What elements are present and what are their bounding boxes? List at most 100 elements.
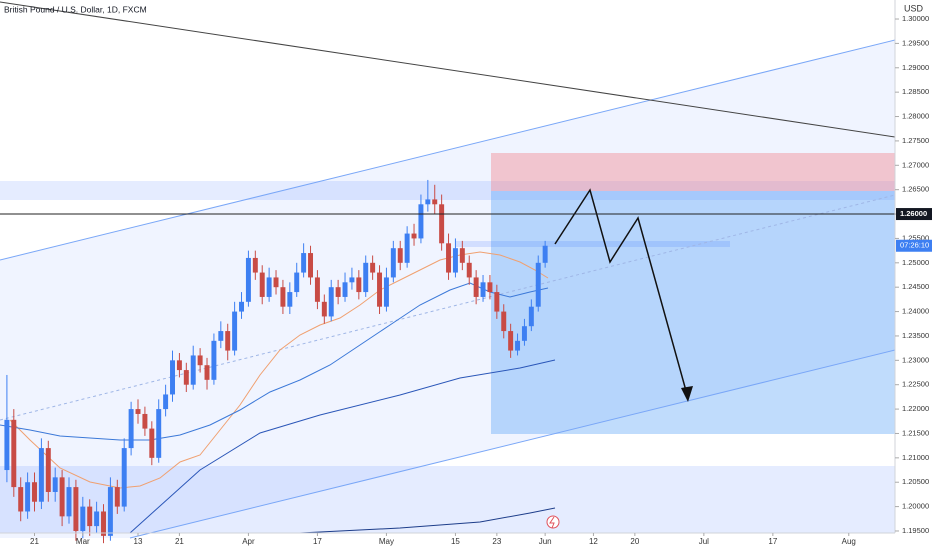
candle-body (280, 287, 286, 307)
candle-body (252, 257, 258, 273)
x-tick-label: Aug (842, 537, 856, 546)
y-tick-label: 1.20500 (902, 477, 929, 486)
candle-body (487, 282, 493, 293)
channel-mid (0, 194, 896, 421)
candle-body (94, 511, 100, 527)
y-tick-label: 1.26500 (902, 185, 929, 194)
candle-body (342, 282, 348, 297)
countdown-label: 07:26:10 (900, 241, 929, 250)
x-tick-label: 23 (492, 537, 501, 546)
y-tick-label: 1.23500 (902, 331, 929, 340)
candle-body (425, 199, 431, 205)
y-tick-label: 1.20000 (902, 502, 929, 511)
candle-body (494, 292, 500, 312)
marks (0, 179, 895, 544)
countdown-bg (896, 239, 932, 252)
target-zone (491, 191, 895, 434)
candle-body (390, 248, 396, 278)
candle-body (163, 394, 169, 410)
y-tick-label: 1.25000 (902, 258, 929, 267)
x-tick-label: May (379, 537, 394, 546)
x-tick-label: 17 (768, 537, 777, 546)
candle-body (190, 355, 196, 385)
candle-body (218, 331, 224, 341)
candle-body (11, 419, 17, 488)
candle-body (377, 272, 383, 307)
moving-average (129, 359, 556, 534)
candle-body (142, 413, 148, 429)
candle-body (135, 409, 141, 414)
candle-body (183, 370, 189, 385)
candle-body (239, 301, 245, 312)
candle-body (211, 340, 217, 380)
y-tick-label: 1.21500 (902, 428, 929, 437)
candle-body (156, 409, 162, 458)
candle-body (542, 245, 548, 263)
candle-body (73, 487, 79, 531)
candle-body (52, 477, 58, 492)
candle-body (273, 277, 279, 288)
candle-body (335, 287, 341, 297)
x-tick-label: Jun (539, 537, 552, 546)
candle-body (349, 277, 355, 283)
candle-body (101, 511, 106, 536)
candle-body (321, 301, 327, 317)
y-tick-label: 1.28000 (902, 112, 929, 121)
candle-body (356, 277, 362, 293)
drawings (0, 1, 896, 539)
candle-body (446, 243, 452, 273)
candle-body (301, 253, 307, 273)
y-tick-label: 1.27000 (902, 160, 929, 169)
x-tick-label: Jul (699, 537, 709, 546)
price-label: 1.26000 (900, 209, 927, 218)
candle-body (80, 506, 86, 531)
candle-body (59, 477, 65, 517)
x-tick-label: 21 (30, 537, 39, 546)
candle-body (259, 272, 265, 297)
x-tick-label: Apr (242, 537, 255, 546)
candle-body (287, 292, 293, 307)
candle-body (170, 360, 175, 395)
candle-body (508, 331, 514, 351)
candle-body (66, 487, 72, 517)
candle-body (480, 282, 486, 297)
candle-body (521, 326, 527, 341)
channel-line (0, 39, 896, 261)
candle-body (432, 199, 438, 205)
candle-body (87, 506, 93, 527)
candle-body (197, 355, 203, 366)
candle-body (149, 428, 155, 458)
candle-body (204, 365, 210, 380)
y-tick-label: 1.24000 (902, 307, 929, 316)
candle-body (370, 262, 376, 273)
y-tick-label: 1.29500 (902, 38, 929, 47)
candle-body (266, 277, 272, 297)
event-icon[interactable] (546, 515, 560, 529)
candle-body (535, 262, 541, 307)
channel-fill (0, 40, 895, 538)
x-tick-label: 20 (630, 537, 639, 546)
candle-body (466, 262, 472, 278)
y-tick-label: 1.28500 (902, 87, 929, 96)
candle-body (294, 272, 300, 293)
currency: USD (904, 3, 924, 13)
candle-body (314, 277, 320, 302)
y-tick-label: 1.19500 (902, 526, 929, 535)
y-tick-label: 1.25500 (902, 233, 929, 242)
candle-body (528, 306, 534, 327)
candle-body (128, 409, 134, 449)
x-tick-label: 12 (589, 537, 598, 546)
candle-body (18, 487, 24, 512)
candle-body (107, 487, 113, 536)
candle-body (404, 233, 410, 263)
moving-average (299, 507, 556, 534)
zone (0, 181, 895, 200)
candle-body (232, 311, 238, 351)
event-icon (549, 516, 555, 529)
x-tick-label: 17 (313, 537, 322, 546)
arrow-head (681, 386, 693, 402)
candle-body (38, 448, 44, 502)
x-tick-label: 13 (134, 537, 143, 546)
